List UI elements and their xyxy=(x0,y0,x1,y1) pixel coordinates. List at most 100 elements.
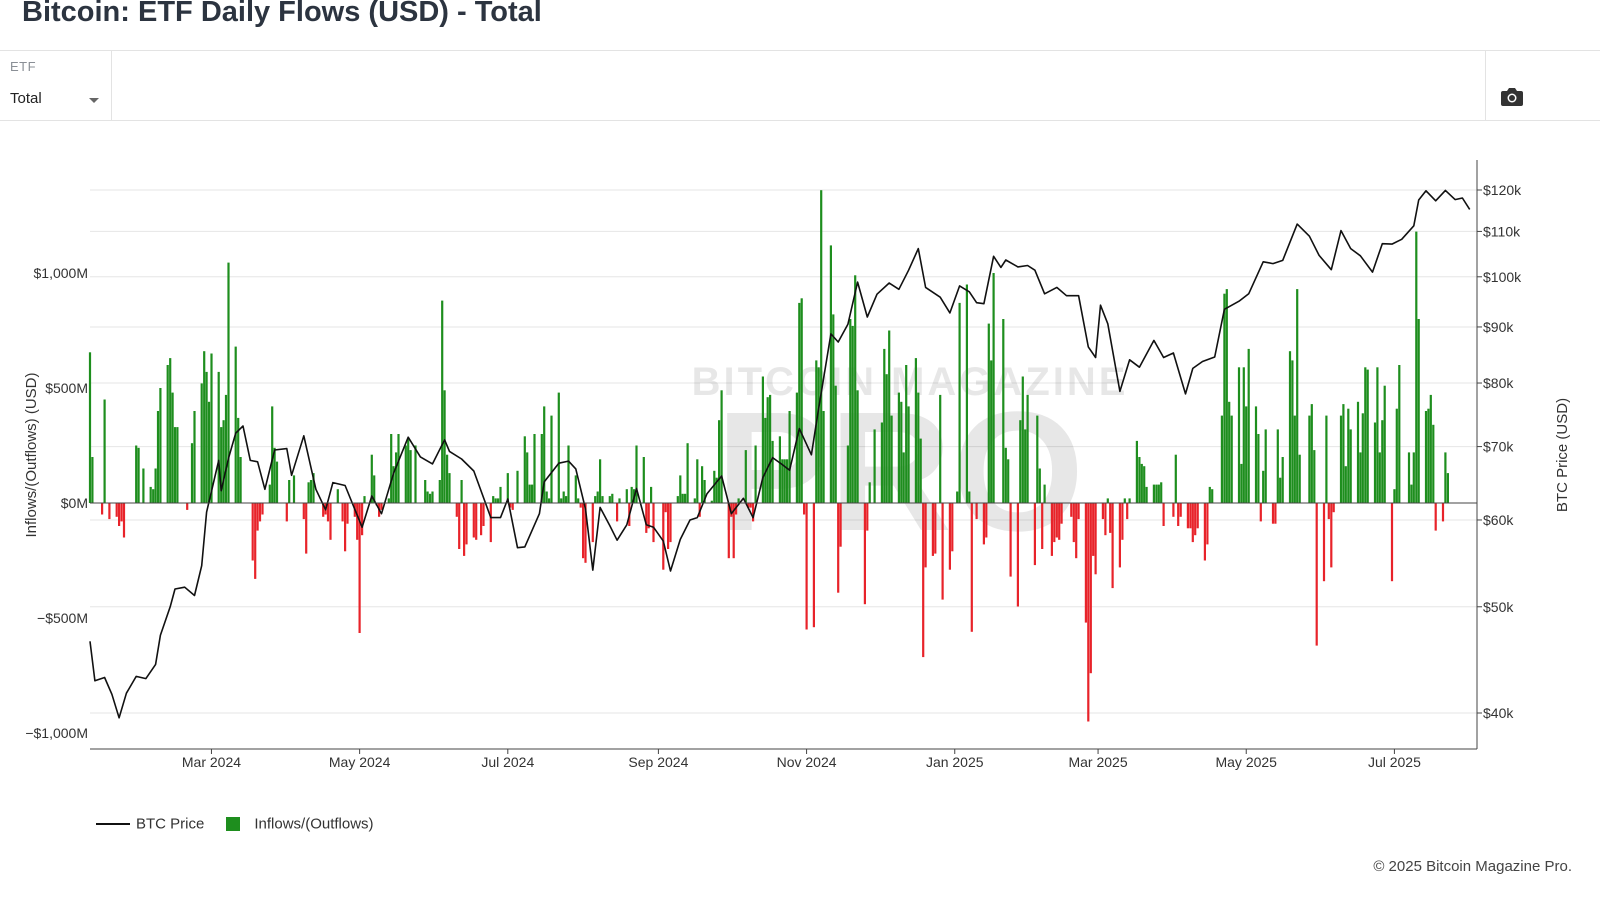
inflow-bar xyxy=(596,491,599,503)
x-tick-label: Sep 2024 xyxy=(628,754,688,770)
outflow-bar xyxy=(662,503,665,570)
inflow-bar xyxy=(441,300,444,503)
inflow-bar xyxy=(1002,319,1005,503)
outflow-bar xyxy=(1332,503,1335,513)
outflow-bar xyxy=(101,503,104,515)
camera-icon[interactable] xyxy=(1500,86,1524,108)
inflow-bar xyxy=(888,330,891,503)
inflow-bar xyxy=(239,457,242,503)
inflow-bar xyxy=(387,498,390,503)
outflow-bar xyxy=(258,503,262,522)
outflow-bar xyxy=(1058,503,1061,540)
inflow-bar xyxy=(171,392,174,503)
inflow-bar xyxy=(642,457,645,503)
inflow-bar xyxy=(426,491,429,503)
inflow-bar xyxy=(1373,422,1377,503)
inflow-bar xyxy=(523,436,526,503)
outflow-bar xyxy=(1322,503,1326,582)
inflow-bar xyxy=(395,452,398,503)
outflow-bar xyxy=(934,503,937,554)
inflow-bar xyxy=(1446,473,1449,503)
inflow-bar xyxy=(166,365,169,503)
inflow-bar xyxy=(567,445,570,503)
inflow-bar xyxy=(868,482,871,503)
inflow-bar xyxy=(1155,484,1158,503)
x-tick-label: May 2025 xyxy=(1215,754,1277,770)
outflow-bar xyxy=(1186,503,1189,529)
etf-select[interactable]: ETF Total xyxy=(0,51,112,121)
inflow-bar xyxy=(1038,468,1041,503)
inflow-bar xyxy=(237,417,240,503)
inflow-bar xyxy=(1356,401,1360,503)
outflow-bar xyxy=(975,503,978,520)
inflow-bar xyxy=(761,376,764,503)
outflow-bar xyxy=(1033,503,1036,566)
inflow-bar xyxy=(897,392,900,503)
inflow-bar xyxy=(630,486,633,503)
outflow-bar xyxy=(1089,503,1092,674)
outflow-bar xyxy=(361,503,364,536)
outflow-bar xyxy=(1327,503,1330,520)
inflow-bar xyxy=(676,496,679,503)
inflow-bar xyxy=(834,385,837,503)
inflow-bar xyxy=(764,417,767,503)
inflow-bar xyxy=(990,360,993,503)
inflow-bar xyxy=(540,434,543,503)
inflow-bar xyxy=(562,491,565,503)
inflow-bar xyxy=(907,406,910,503)
inflow-bar xyxy=(142,468,145,503)
outflow-bar xyxy=(482,503,485,526)
inflow-bar xyxy=(965,284,968,503)
inflow-bar xyxy=(1225,289,1228,503)
outflow-bar xyxy=(863,503,866,605)
legend-price-label[interactable]: BTC Price xyxy=(136,815,205,833)
inflow-bar xyxy=(1407,452,1411,503)
inflow-bar xyxy=(565,496,568,503)
inflow-bar xyxy=(1247,348,1250,503)
outflow-bar xyxy=(1084,503,1087,623)
x-tick-label: Jan 2025 xyxy=(926,754,984,770)
inflow-bar xyxy=(1347,408,1350,503)
outflow-bar xyxy=(1077,503,1080,520)
inflow-bar xyxy=(1279,477,1282,503)
inflow-bar xyxy=(103,399,106,503)
inflow-bar xyxy=(533,434,536,503)
inflow-bar xyxy=(1024,429,1027,503)
inflow-bar xyxy=(829,245,832,503)
outflow-bar xyxy=(326,503,330,522)
inflow-bar xyxy=(754,445,757,503)
inflow-bar xyxy=(528,484,531,503)
inflow-bar xyxy=(205,371,208,503)
inflow-bar xyxy=(288,480,291,503)
inflow-bar xyxy=(1106,498,1109,503)
outflow-bar xyxy=(839,503,842,547)
outflow-bar xyxy=(970,503,973,632)
y-right-tick-label: $60k xyxy=(1483,512,1514,528)
inflow-bar xyxy=(1043,484,1046,503)
y-left-tick-label: $500M xyxy=(45,380,88,396)
inflow-bar xyxy=(1359,452,1362,503)
inflow-bar xyxy=(404,445,407,503)
inflow-bar xyxy=(200,383,203,503)
legend-flows-label[interactable]: Inflows/(Outflows) xyxy=(254,815,374,833)
inflow-bar xyxy=(684,493,687,503)
inflow-bar xyxy=(1135,440,1138,503)
inflow-bar xyxy=(169,358,172,503)
outflow-bar xyxy=(1041,503,1044,549)
outflow-bar xyxy=(667,503,670,549)
inflow-bar xyxy=(778,436,781,503)
inflow-bar xyxy=(543,406,546,503)
inflow-bar xyxy=(407,438,410,503)
y-right-tick-label: $100k xyxy=(1483,269,1522,285)
inflow-bar xyxy=(1424,411,1428,503)
inflow-bar xyxy=(443,390,446,503)
inflow-bar xyxy=(203,351,206,503)
y-left-tick-label: −$1,000M xyxy=(25,725,88,741)
inflow-bar xyxy=(820,190,823,503)
inflow-bar xyxy=(1344,466,1347,503)
inflow-bar xyxy=(1004,447,1007,503)
inflow-bar xyxy=(1376,367,1379,503)
inflow-bar xyxy=(268,484,271,503)
inflow-bar xyxy=(548,498,551,503)
y-left-tick-label: $1,000M xyxy=(34,265,88,281)
